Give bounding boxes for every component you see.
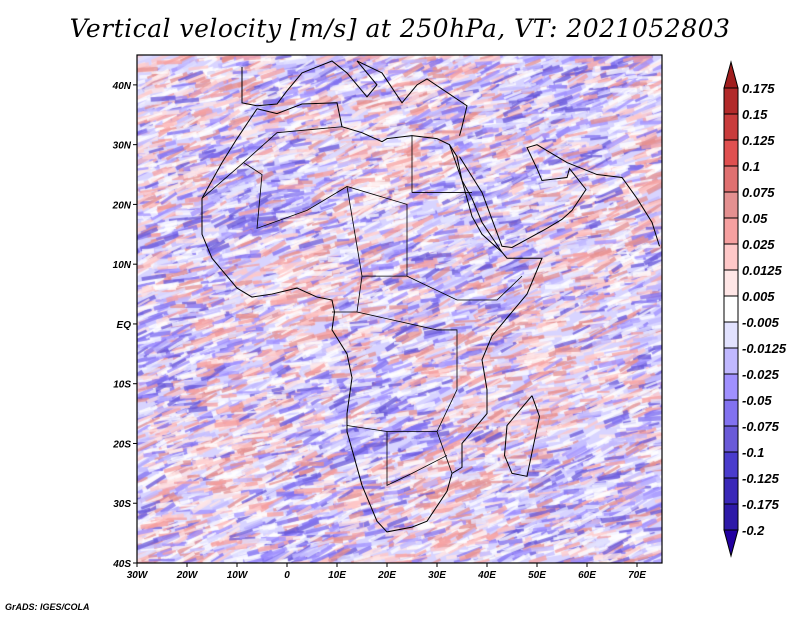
colorbar-label: 0.05 [742, 211, 768, 226]
colorbar-label: 0.0125 [742, 263, 783, 278]
lon-tick-label: 30E [428, 570, 446, 581]
vertical-velocity-field [137, 55, 662, 563]
colorbar-box [723, 399, 739, 427]
lon-tick-label: 20W [176, 570, 199, 581]
plot-title: Vertical velocity [m/s] at 250hPa, VT: 2… [69, 14, 731, 43]
colorbar-label: 0.15 [742, 107, 768, 122]
colorbar-box [723, 139, 739, 167]
colorbar-label: -0.075 [742, 419, 780, 434]
lon-tick-label: 50E [528, 570, 546, 581]
lat-tick-label: 40N [112, 81, 132, 92]
lon-tick-label: 10E [328, 570, 346, 581]
madagascar-coast [503, 395, 541, 477]
colorbar-box [723, 191, 739, 219]
country-border [436, 431, 453, 474]
lon-tick-label: 20E [377, 570, 396, 581]
credit-label: GrADS: IGES/COLA [5, 602, 90, 612]
colorbar-box [723, 347, 739, 375]
lon-tick-label: 60E [578, 570, 596, 581]
country-border [406, 275, 523, 301]
colorbar-box [723, 217, 739, 245]
colorbar-label: -0.1 [742, 445, 764, 460]
colorbar-box [723, 321, 739, 349]
coastlines [201, 60, 660, 533]
colorbar-box [723, 373, 739, 401]
colorbar-box [723, 425, 739, 453]
colorbar-box [723, 295, 739, 323]
colorbar-bottom-arrow [723, 529, 739, 558]
colorbar-label: -0.0125 [742, 341, 787, 356]
colorbar-label: 0.125 [742, 133, 775, 148]
colorbar-label: -0.125 [742, 471, 780, 486]
colorbar-label: -0.05 [742, 393, 772, 408]
colorbar-box [723, 477, 739, 505]
colorbar-box [723, 113, 739, 141]
colorbar-box [723, 87, 739, 115]
colorbar-box [723, 269, 739, 297]
lat-tick-label: EQ [117, 320, 132, 331]
colorbar-label: -0.175 [742, 497, 780, 512]
lon-tick-label: 10W [227, 570, 249, 581]
colorbar-label: 0.1 [742, 159, 760, 174]
red-sea-west [449, 144, 503, 253]
map-frame [136, 54, 663, 564]
colorbar-label: -0.005 [742, 315, 780, 330]
lat-tick-label: 20N [112, 200, 132, 211]
colorbar-box [723, 243, 739, 271]
colorbar-box [723, 503, 739, 531]
colorbar-label: 0.175 [742, 81, 775, 96]
lat-tick-label: 30N [113, 141, 132, 152]
colorbar: 0.175 0.15 0.125 0.1 0.075 0.05 0.025 0.0125 0.0… [723, 60, 787, 558]
country-border [332, 186, 363, 313]
colorbar-label: 0.025 [742, 237, 775, 252]
lat-tick-label: 20S [112, 439, 131, 450]
colorbar-label: -0.2 [742, 523, 765, 538]
arabia-coast [459, 144, 660, 248]
lat-tick-label: 30S [113, 499, 131, 510]
europe-coast [241, 60, 468, 136]
colorbar-label: 0.075 [742, 185, 775, 200]
colorbar-label: 0.005 [742, 289, 775, 304]
country-border [243, 162, 408, 277]
country-border [346, 311, 458, 432]
colorbar-box [723, 451, 739, 479]
country-border [201, 126, 343, 199]
lon-tick-label: 40E [477, 570, 496, 581]
colorbar-top-arrow [723, 60, 739, 89]
lon-tick-label: 0 [284, 570, 290, 581]
lat-tick-label: 40S [112, 559, 131, 570]
colorbar-box [723, 165, 739, 193]
lat-tick-label: 10N [113, 260, 132, 271]
lon-tick-label: 70E [628, 570, 646, 581]
lat-tick-label: 10S [113, 380, 131, 391]
country-border [386, 431, 448, 486]
africa-coast [201, 102, 543, 533]
lon-tick-label: 30W [127, 570, 149, 581]
colorbar-label: -0.025 [742, 367, 780, 382]
